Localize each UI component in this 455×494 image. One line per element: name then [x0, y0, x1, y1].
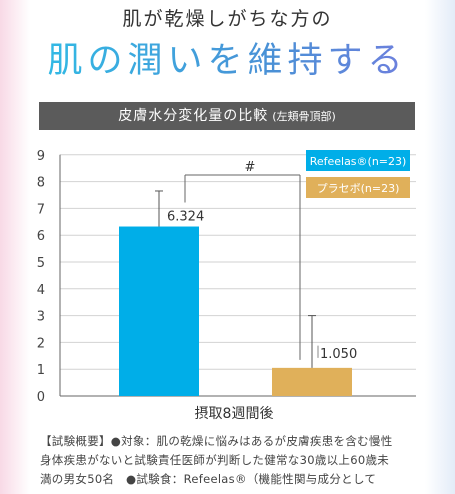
- x-axis-label: 摂取8週間後: [195, 406, 274, 422]
- y-tick-label: 0: [37, 390, 45, 405]
- legend-label-1: Refeelas®(n=23): [310, 155, 407, 168]
- y-tick-label: 9: [37, 149, 45, 164]
- legend-swatch-1: [306, 150, 410, 171]
- legend-swatch-2: [306, 177, 410, 198]
- value-label-2: 1.050: [320, 347, 357, 362]
- y-tick-label: 7: [37, 202, 45, 217]
- y-tick-label: 6: [37, 229, 45, 244]
- value-label-1: 6.324: [167, 210, 204, 225]
- footnote-line-1: 【試験概要】●対象：肌の乾燥に悩みはあるが皮膚疾患を含む慢性: [40, 434, 393, 448]
- y-tick-label: 8: [37, 176, 45, 191]
- chart-subtitle: (左頬骨頂部): [272, 110, 336, 123]
- study-footnote: 【試験概要】●対象：肌の乾燥に悩みはあるが皮膚疾患を含む慢性 身体疾患がないと試…: [40, 432, 416, 489]
- bar-2: [272, 367, 352, 396]
- y-tick-label: 4: [37, 283, 45, 298]
- footnote-line-2: 身体疾患がないと試験責任医師が判断した健常な30歳以上60歳未: [40, 453, 390, 467]
- kicker-text: 肌が乾燥しがちな方の: [122, 8, 333, 30]
- comparison-bar-chart: 0 1 2 3 4 5 6 7 8 9 6.324 1.050 # Refeelas®(n=23) プラセボ…: [37, 149, 416, 422]
- bar-1: [119, 226, 199, 396]
- y-tick-label: 2: [37, 336, 45, 351]
- legend-label-2: プラセボ(n=23): [317, 182, 400, 195]
- headline-text: 肌の潤いを維持する: [0, 32, 455, 83]
- significance-label: #: [245, 160, 256, 175]
- chart-title-banner: 皮膚水分変化量の比較 (左頬骨頂部): [39, 102, 415, 130]
- y-tick-label: 3: [37, 310, 45, 325]
- y-tick-label: 5: [37, 256, 45, 271]
- footnote-line-3: 満の男女50名 ●試験食：Refeelas®（機能性関与成分として: [40, 472, 377, 486]
- chart-title: 皮膚水分変化量の比較: [118, 108, 269, 124]
- y-tick-label: 1: [37, 363, 45, 378]
